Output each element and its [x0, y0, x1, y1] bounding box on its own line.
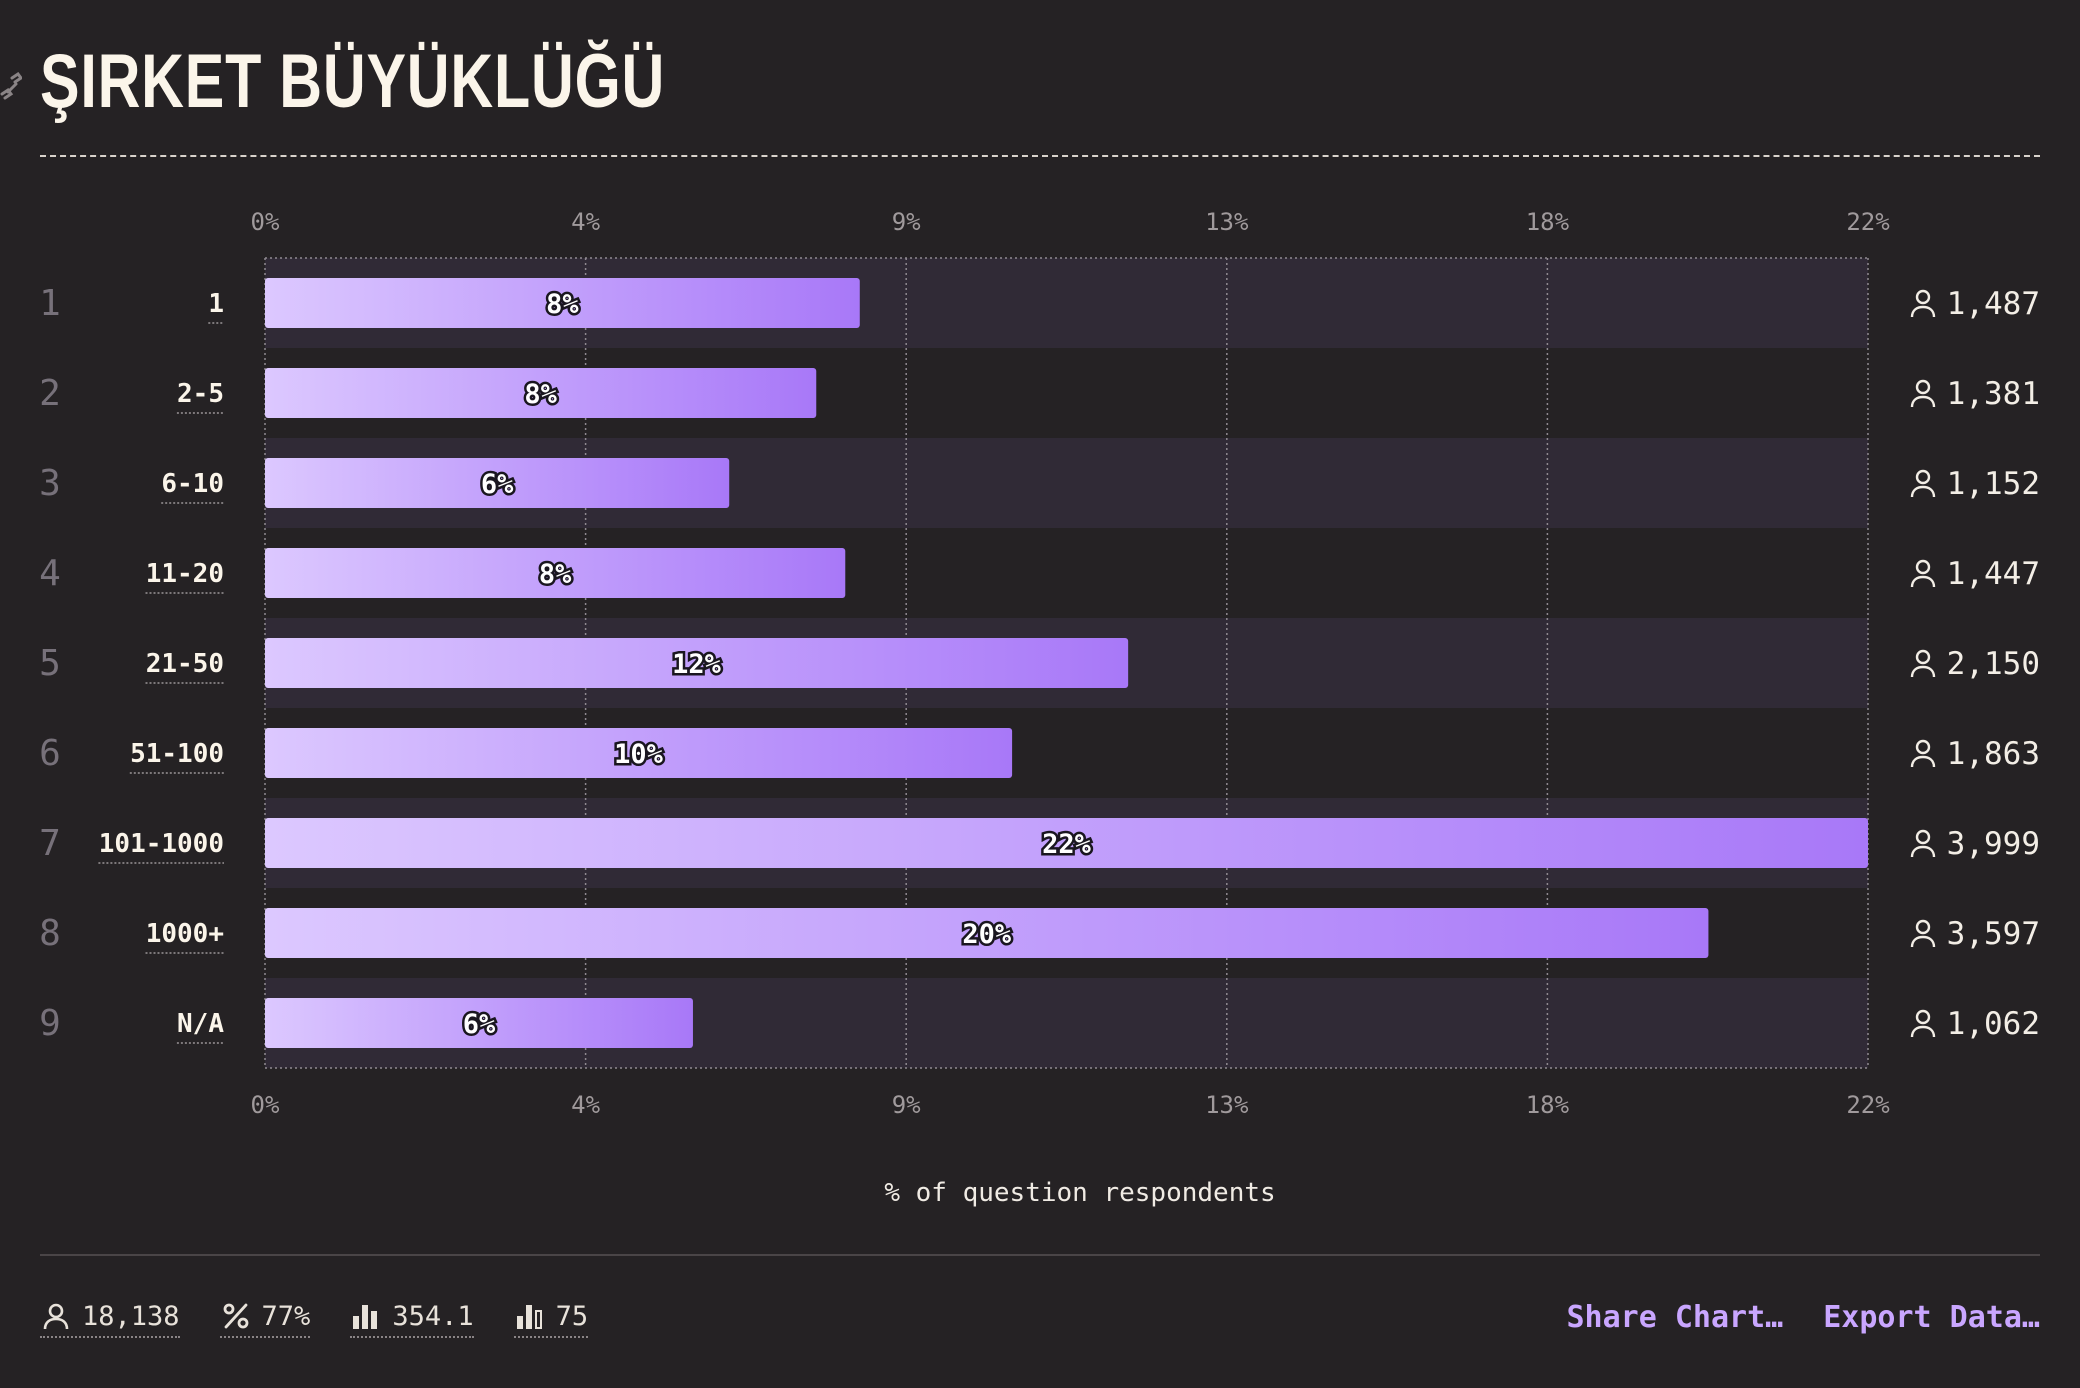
bar — [265, 818, 1868, 868]
row-rank: 7 — [39, 823, 61, 864]
x-tick-label-top: 22% — [1846, 208, 1890, 236]
bar — [265, 278, 860, 328]
bar — [265, 368, 817, 418]
row-rank: 8 — [39, 913, 61, 954]
person-icon — [1910, 829, 1936, 858]
x-axis-title: % of question respondents — [884, 1178, 1276, 1208]
respondents-stat[interactable]: 18,138 — [40, 1300, 180, 1338]
x-tick-label-top: 4% — [571, 208, 600, 236]
x-tick-label-top: 18% — [1526, 208, 1570, 236]
x-tick-label-bottom: 4% — [571, 1091, 600, 1119]
category-label: 1 — [208, 289, 224, 319]
category-label: 21-50 — [146, 649, 224, 679]
x-tick-label-bottom: 9% — [892, 1091, 921, 1119]
summary-stats: 18,138 77% 354.1 — [40, 1300, 589, 1338]
category-label: 101-1000 — [99, 829, 224, 859]
bar-value-label: 12% — [672, 649, 722, 680]
bar-value-label: 8% — [546, 289, 579, 320]
chart-actions: Share Chart… Export Data… — [1567, 1300, 2041, 1335]
median-bars-icon — [516, 1305, 542, 1329]
category-label: 11-20 — [146, 559, 224, 589]
respondent-count: 1,062 — [1947, 1006, 2040, 1042]
person-icon — [1910, 289, 1936, 318]
person-icon — [43, 1303, 69, 1330]
row-rank: 5 — [39, 643, 61, 684]
row-rank: 2 — [39, 373, 61, 414]
person-icon — [1910, 649, 1936, 678]
category-label: 51-100 — [130, 739, 224, 769]
x-tick-label-top: 13% — [1205, 208, 1249, 236]
median-value: 75 — [555, 1300, 589, 1332]
average-value: 354.1 — [392, 1300, 474, 1332]
chart-title: ŞIRKET BÜYÜKLÜĞÜ — [40, 39, 666, 124]
x-tick-label-top: 0% — [251, 208, 280, 236]
row-rank: 9 — [39, 1003, 61, 1044]
export-data-link[interactable]: Export Data… — [1823, 1300, 2040, 1335]
bar — [265, 908, 1709, 958]
bar — [265, 548, 846, 598]
category-label: 6-10 — [161, 469, 224, 499]
respondent-count: 1,863 — [1947, 736, 2040, 772]
person-icon — [1910, 379, 1936, 408]
row-rank: 4 — [39, 553, 61, 594]
person-icon — [1910, 1009, 1936, 1038]
row-rank: 6 — [39, 733, 61, 774]
average-bars-icon — [353, 1305, 378, 1329]
person-icon — [1910, 559, 1936, 588]
bar — [265, 728, 1013, 778]
bar-value-label: 10% — [614, 739, 664, 770]
respondent-count: 1,152 — [1947, 466, 2040, 502]
respondent-count: 3,597 — [1947, 916, 2040, 952]
person-icon — [1910, 919, 1936, 948]
person-icon — [1910, 739, 1936, 768]
respondent-count: 1,447 — [1947, 556, 2040, 592]
share-chart-link[interactable]: Share Chart… — [1566, 1300, 1784, 1335]
bar — [265, 638, 1129, 688]
bar-value-label: 8% — [524, 379, 557, 410]
bar — [265, 458, 730, 508]
average-stat[interactable]: 354.1 — [350, 1300, 474, 1338]
bar-value-label: 8% — [539, 559, 572, 590]
x-tick-label-bottom: 22% — [1846, 1091, 1890, 1119]
link-icon[interactable] — [0, 72, 22, 102]
percent-icon — [223, 1303, 248, 1329]
respondent-count: 2,150 — [1947, 646, 2040, 682]
respondents-value: 18,138 — [82, 1300, 180, 1332]
bar-value-label: 20% — [962, 919, 1012, 950]
x-tick-label-bottom: 0% — [251, 1091, 280, 1119]
bar-value-label: 6% — [481, 469, 514, 500]
x-tick-label-bottom: 18% — [1526, 1091, 1570, 1119]
bar — [265, 998, 693, 1048]
bar-value-label: 22% — [1042, 829, 1092, 860]
category-label: 2-5 — [177, 379, 224, 409]
percent-value: 77% — [261, 1300, 311, 1332]
category-label: N/A — [177, 1009, 224, 1039]
x-tick-label-top: 9% — [892, 208, 921, 236]
percent-stat[interactable]: 77% — [219, 1300, 311, 1338]
category-label: 1000+ — [146, 919, 224, 949]
respondent-count: 1,487 — [1947, 286, 2040, 322]
median-stat[interactable]: 75 — [513, 1300, 589, 1338]
row-rank: 3 — [39, 463, 61, 504]
bar-chart: 0%0%4%4%9%9%13%13%18%18%22%22%1 1 8% 1,4872… — [39, 208, 2040, 1119]
row-rank: 1 — [39, 283, 61, 324]
footer-divider — [40, 1254, 2040, 1256]
x-tick-label-bottom: 13% — [1205, 1091, 1249, 1119]
respondent-count: 1,381 — [1947, 376, 2040, 412]
title-divider — [40, 155, 2040, 157]
bar-value-label: 6% — [463, 1009, 496, 1040]
respondent-count: 3,999 — [1947, 826, 2040, 862]
person-icon — [1910, 469, 1936, 498]
